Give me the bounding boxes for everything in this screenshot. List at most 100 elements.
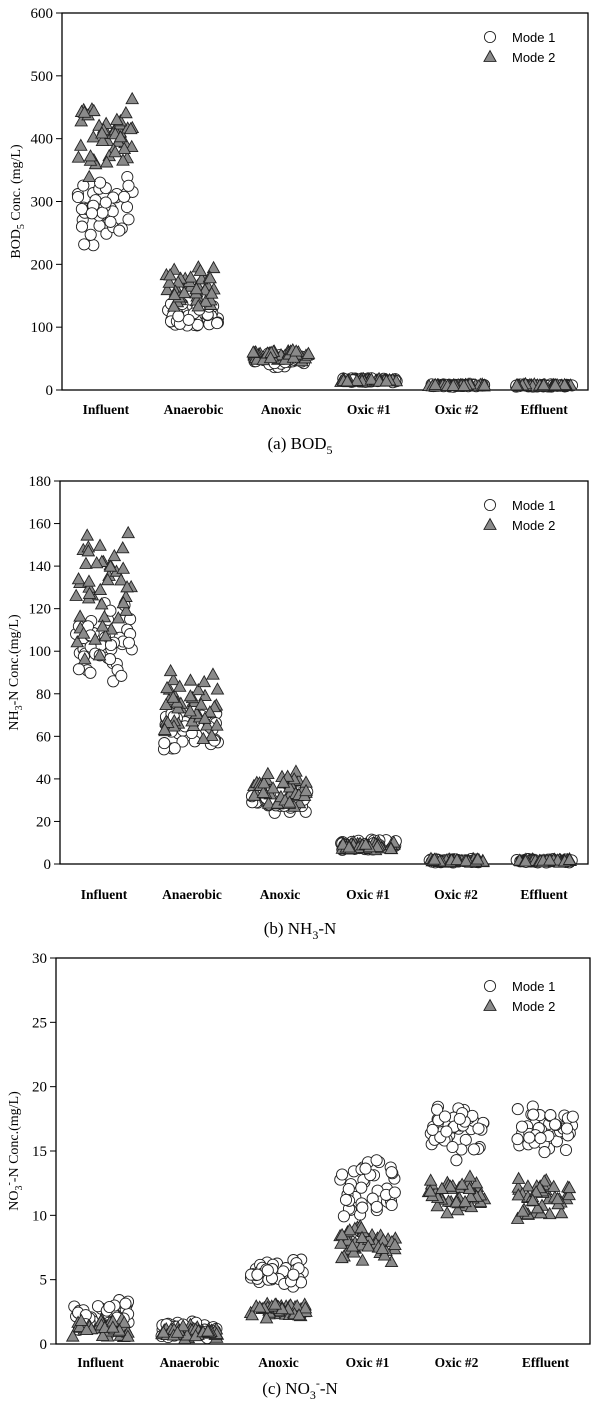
y-tick-label: 200 xyxy=(31,257,54,273)
data-point xyxy=(160,680,174,694)
legend-label: Mode 1 xyxy=(512,979,555,994)
x-tick-label: Oxic #1 xyxy=(347,402,391,417)
data-point xyxy=(458,1194,472,1208)
data-point xyxy=(103,1300,116,1314)
series-mode-2 xyxy=(69,525,578,868)
data-point xyxy=(384,841,398,854)
legend: Mode 1 Mode 2 xyxy=(483,30,555,65)
data-point xyxy=(370,1200,383,1213)
data-point xyxy=(166,672,181,686)
y-tick-label: 300 xyxy=(31,195,54,211)
data-point xyxy=(74,114,89,127)
data-point xyxy=(511,1171,526,1184)
x-tick-label: Effluent xyxy=(522,1355,570,1370)
data-point xyxy=(388,1237,402,1251)
data-point xyxy=(71,190,85,204)
data-point xyxy=(548,377,563,391)
data-point xyxy=(435,1181,449,1194)
data-point xyxy=(515,1204,530,1217)
data-point xyxy=(79,1322,94,1336)
data-point xyxy=(209,718,224,731)
data-point xyxy=(259,1311,274,1324)
data-point xyxy=(203,705,217,718)
data-point xyxy=(268,1297,283,1310)
data-point xyxy=(263,350,278,364)
data-point xyxy=(440,1125,453,1138)
data-point xyxy=(261,1264,274,1277)
data-point xyxy=(339,1193,353,1206)
data-point xyxy=(94,176,107,189)
data-point xyxy=(183,673,198,686)
data-point xyxy=(172,310,185,323)
data-point xyxy=(525,1193,540,1206)
data-point xyxy=(266,781,280,794)
x-tick-label: Influent xyxy=(83,402,130,417)
x-tick-label: Anaerobic xyxy=(160,1355,220,1370)
data-point xyxy=(554,1205,569,1219)
panel-2: 0 20 40 60 80 100 120 140 160 180 Influent Anaerobi… xyxy=(7,474,589,942)
data-point xyxy=(423,1173,438,1186)
data-point xyxy=(95,126,109,139)
data-point xyxy=(113,224,126,237)
data-point xyxy=(156,1325,171,1338)
data-point xyxy=(172,679,187,692)
data-point xyxy=(449,1195,464,1208)
data-point xyxy=(440,1206,454,1219)
panel-caption: (a) BOD5 xyxy=(267,434,332,457)
data-point xyxy=(162,275,177,288)
data-point xyxy=(518,854,533,867)
data-point xyxy=(122,636,135,649)
data-point xyxy=(95,619,110,632)
data-point xyxy=(562,1180,577,1194)
data-point xyxy=(298,1301,313,1314)
x-tick-label: Oxic #1 xyxy=(346,1355,390,1370)
panel-1: 0 100 200 300 400 500 600 Influent Anaerobic Anox… xyxy=(9,6,589,457)
data-point xyxy=(77,105,92,118)
y-tick-label: 180 xyxy=(29,474,52,490)
data-point xyxy=(88,632,103,645)
data-point xyxy=(349,373,364,386)
data-point xyxy=(71,572,86,585)
data-point xyxy=(443,1179,458,1192)
legend-label: Mode 2 xyxy=(512,999,555,1014)
legend-marker-mode-2 xyxy=(483,517,497,530)
data-point xyxy=(509,378,524,391)
data-point xyxy=(428,377,443,391)
data-point xyxy=(446,1140,459,1154)
y-axis-label: BOD5 Conc. (mg/L) xyxy=(9,144,27,259)
data-point xyxy=(388,1186,401,1199)
data-point xyxy=(292,1308,306,1321)
data-point xyxy=(110,112,124,125)
data-point xyxy=(377,1248,392,1261)
data-point xyxy=(117,1315,132,1328)
y-tick-label: 600 xyxy=(31,6,54,22)
data-point xyxy=(472,1122,485,1135)
data-point xyxy=(99,196,112,209)
plot-frame xyxy=(61,12,589,391)
data-point xyxy=(71,150,86,163)
data-point xyxy=(93,538,107,551)
data-point xyxy=(84,666,97,679)
data-point xyxy=(446,378,461,391)
data-point xyxy=(95,1328,110,1341)
x-tick-label: Oxic #2 xyxy=(434,887,478,902)
x-tick-label: Oxic #2 xyxy=(435,1355,479,1370)
data-point xyxy=(120,200,134,214)
data-point xyxy=(200,718,214,731)
data-point xyxy=(99,155,114,168)
data-point xyxy=(170,1325,185,1338)
x-tick-label: Influent xyxy=(77,1355,124,1370)
data-point xyxy=(82,574,96,587)
data-point xyxy=(73,609,87,622)
data-point xyxy=(534,1132,547,1145)
data-point xyxy=(75,220,89,233)
data-point xyxy=(336,1168,349,1181)
series-mode-1 xyxy=(68,1100,579,1345)
data-point xyxy=(116,561,131,574)
data-point xyxy=(81,544,96,557)
data-point xyxy=(100,572,115,586)
data-point xyxy=(159,697,173,711)
data-point xyxy=(69,588,83,601)
data-point xyxy=(358,837,373,850)
data-point xyxy=(197,674,212,688)
